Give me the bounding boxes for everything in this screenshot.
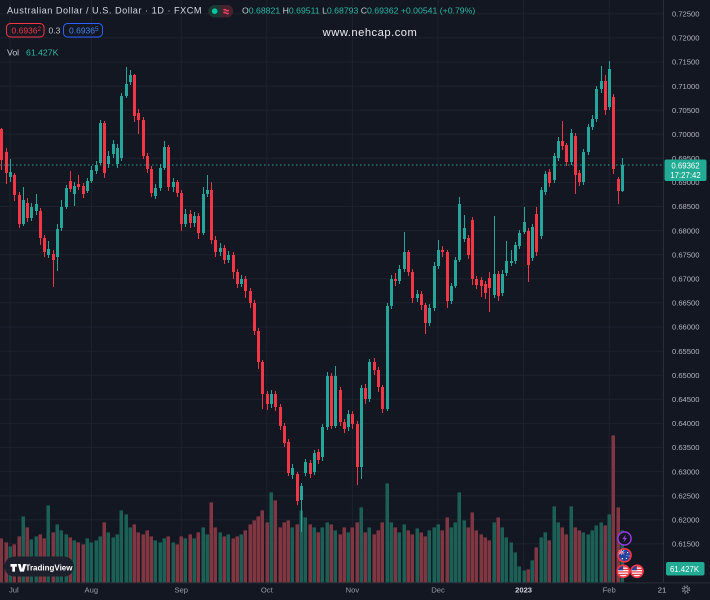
svg-text:0.72000: 0.72000 [672, 34, 699, 43]
svg-text:O0.68821 H0.69511 L0.68793 C0.: O0.68821 H0.69511 L0.68793 C0.69362 +0.0… [242, 6, 475, 16]
svg-text:Australian Dollar / U.S. Dolla: Australian Dollar / U.S. Dollar · 1D · F… [7, 6, 202, 16]
svg-text:61.427K: 61.427K [670, 565, 700, 574]
svg-text:Oct: Oct [261, 586, 274, 595]
svg-text:2023: 2023 [515, 586, 532, 595]
svg-text:61.427K: 61.427K [26, 48, 59, 58]
svg-text:0.61500: 0.61500 [672, 540, 699, 549]
svg-text:Aug: Aug [85, 586, 99, 595]
svg-text:TradingView: TradingView [26, 563, 74, 572]
svg-text:0.69365: 0.69365 [69, 25, 99, 35]
svg-text:0.69000: 0.69000 [672, 178, 699, 187]
svg-text:0.63500: 0.63500 [672, 443, 699, 452]
svg-text:0.68000: 0.68000 [672, 226, 699, 235]
svg-text:0.69362: 0.69362 [671, 161, 699, 170]
svg-text:0.66000: 0.66000 [672, 323, 699, 332]
svg-text:Vol: Vol [7, 48, 19, 58]
svg-text:Nov: Nov [346, 586, 360, 595]
svg-text:0.62500: 0.62500 [672, 491, 699, 500]
svg-text:0.62000: 0.62000 [672, 516, 699, 525]
svg-text:Dec: Dec [431, 586, 445, 595]
svg-text:0.65500: 0.65500 [672, 347, 699, 356]
svg-text:0.69500: 0.69500 [672, 154, 699, 163]
svg-text:0.68500: 0.68500 [672, 202, 699, 211]
svg-text:0.64500: 0.64500 [672, 395, 699, 404]
svg-text:0.66500: 0.66500 [672, 299, 699, 308]
svg-text:0.72500: 0.72500 [672, 10, 699, 19]
svg-text:0.71000: 0.71000 [672, 82, 699, 91]
svg-text:Jul: Jul [9, 586, 19, 595]
svg-text:0.67000: 0.67000 [672, 275, 699, 284]
svg-text:Sep: Sep [174, 586, 188, 595]
svg-text:0.70000: 0.70000 [672, 130, 699, 139]
svg-text:0.67500: 0.67500 [672, 250, 699, 259]
svg-text:www.nehcap.com: www.nehcap.com [322, 27, 418, 39]
svg-text:0.63000: 0.63000 [672, 467, 699, 476]
svg-text:0.71500: 0.71500 [672, 58, 699, 67]
svg-text:0.64000: 0.64000 [672, 419, 699, 428]
svg-text:Feb: Feb [603, 586, 616, 595]
svg-text:17:27:42: 17:27:42 [670, 171, 700, 180]
svg-text:0.70500: 0.70500 [672, 106, 699, 115]
svg-text:21: 21 [658, 586, 666, 595]
svg-text:0.65000: 0.65000 [672, 371, 699, 380]
svg-text:0.3: 0.3 [49, 25, 61, 35]
svg-text:0.69362: 0.69362 [12, 25, 42, 35]
